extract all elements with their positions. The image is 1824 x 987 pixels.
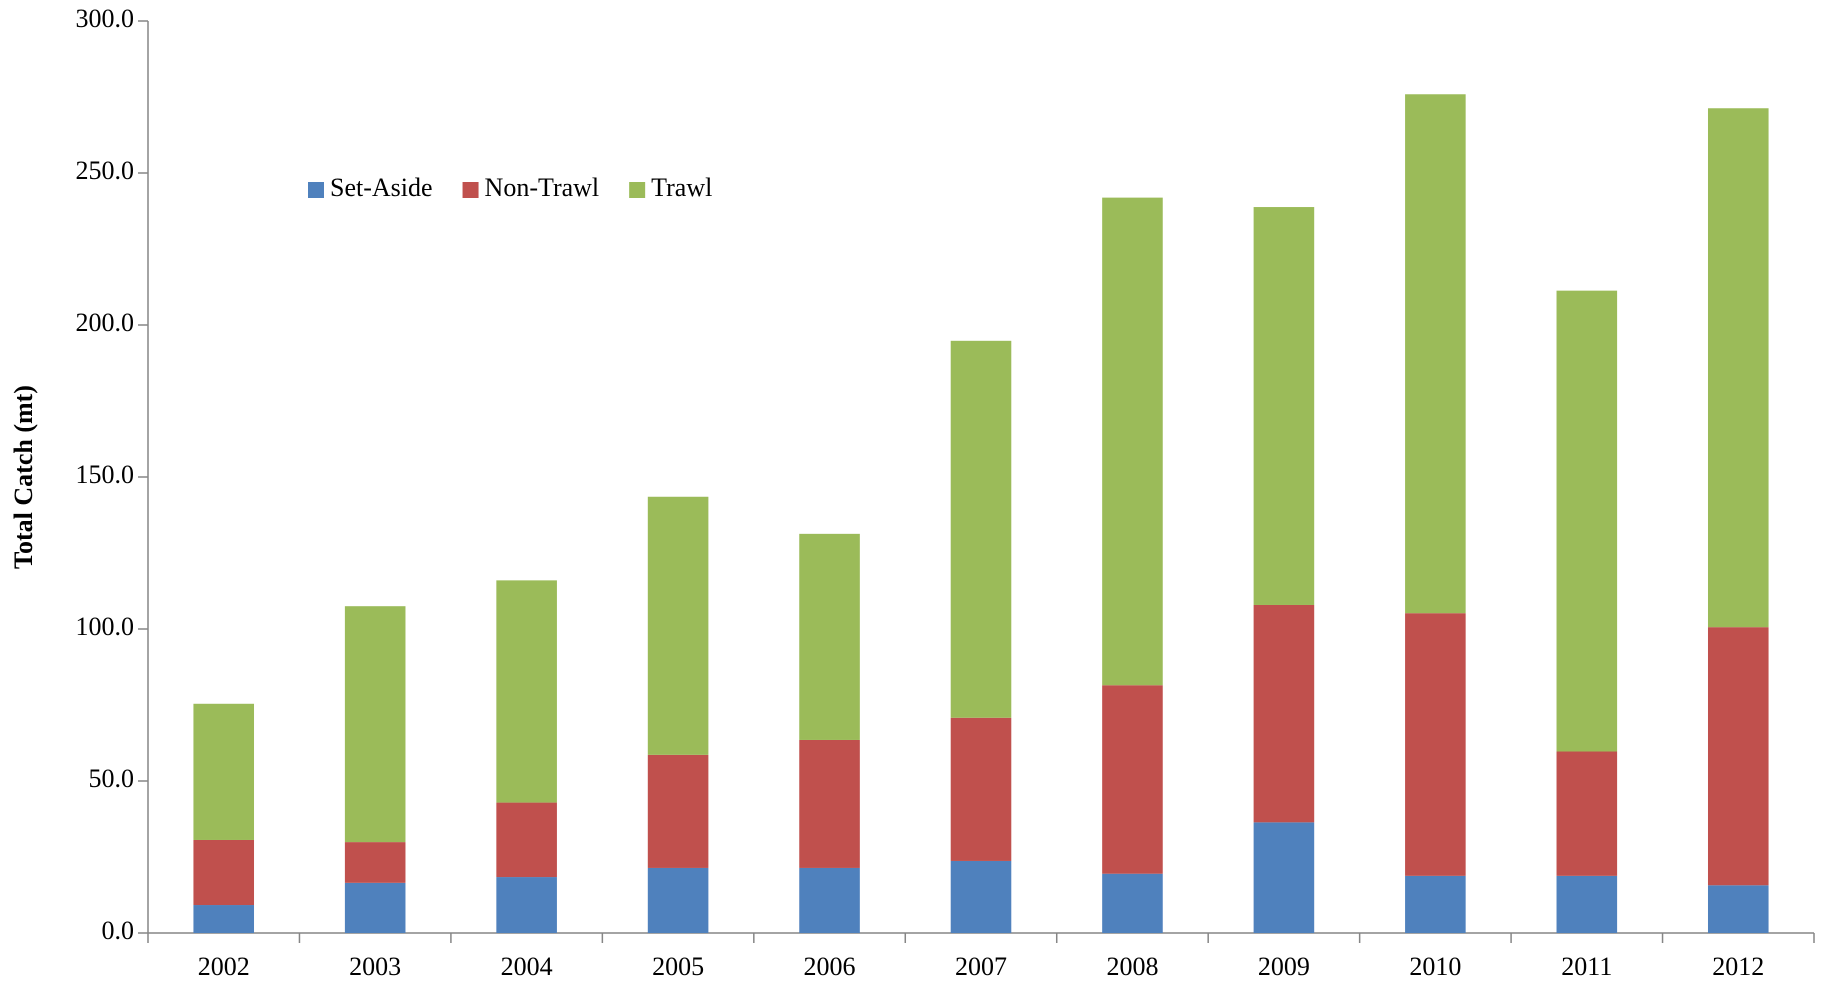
bar-segment	[344, 882, 406, 933]
bar-segment	[344, 606, 406, 843]
y-tick-label: 100.0	[76, 612, 135, 641]
bar-segment	[647, 496, 709, 755]
bar-segment	[799, 867, 860, 933]
bar-segment	[1707, 627, 1769, 886]
bar-segment	[950, 860, 1012, 933]
bar-segment	[193, 703, 255, 840]
bar-segment	[950, 340, 1012, 718]
bar-segment	[1253, 822, 1315, 933]
bar-segment	[799, 739, 860, 868]
y-tick-label: 300.0	[76, 4, 135, 33]
y-tick-label: 150.0	[76, 460, 135, 489]
bar-segment	[1253, 604, 1315, 823]
legend-label: Trawl	[651, 173, 712, 202]
bar-segment	[496, 802, 557, 878]
x-tick-label: 2006	[804, 952, 856, 981]
legend-swatch	[308, 182, 324, 198]
x-tick-label: 2008	[1106, 952, 1158, 981]
bar-segment	[1253, 207, 1315, 605]
x-tick-label: 2010	[1409, 952, 1461, 981]
bar-segment	[950, 717, 1012, 861]
bar-segment	[1556, 751, 1618, 876]
bar-segment	[1102, 685, 1163, 874]
bar-segment	[1405, 875, 1466, 933]
bar-segment	[496, 877, 557, 933]
legend-swatch	[462, 182, 479, 198]
legend-swatch	[629, 182, 646, 198]
y-axis-title: Total Catch (mt)	[9, 385, 38, 569]
x-tick-label: 2007	[955, 952, 1007, 981]
x-tick-label: 2004	[501, 952, 553, 981]
x-tick-label: 2009	[1258, 952, 1310, 981]
y-tick-label: 200.0	[76, 308, 135, 337]
legend-label: Set-Aside	[330, 173, 433, 202]
y-tick-label: 0.0	[102, 916, 135, 945]
legend-label: Non-Trawl	[485, 173, 600, 202]
bar-segment	[1556, 290, 1618, 752]
x-tick-label: 2005	[652, 952, 704, 981]
bar-segment	[1707, 108, 1769, 628]
x-tick-label: 2011	[1561, 952, 1612, 981]
bar-segment	[193, 839, 255, 906]
bar-segment	[1405, 613, 1466, 876]
bar-segment	[496, 580, 557, 803]
x-tick-label: 2012	[1712, 952, 1764, 981]
bar-segment	[647, 867, 709, 933]
bar-segment	[799, 533, 860, 740]
x-tick-label: 2003	[349, 952, 401, 981]
bar-segment	[1405, 94, 1466, 614]
bar-segment	[344, 842, 406, 883]
bar-segment	[1707, 885, 1769, 933]
bar-segment	[1556, 875, 1618, 933]
x-tick-label: 2002	[198, 952, 250, 981]
bar-segment	[647, 754, 709, 868]
y-tick-label: 250.0	[76, 156, 135, 185]
y-tick-label: 50.0	[89, 764, 135, 793]
bar-segment	[1102, 197, 1163, 686]
bar-segment	[1102, 873, 1163, 933]
bar-segment	[193, 905, 255, 933]
